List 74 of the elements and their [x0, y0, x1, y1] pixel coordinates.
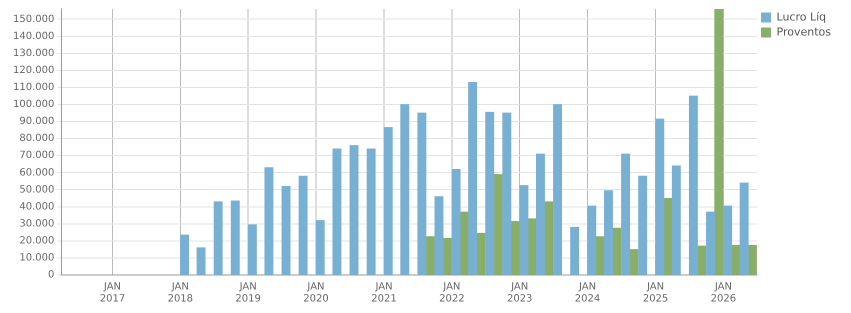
bar	[688, 96, 698, 275]
bar	[282, 186, 290, 275]
bar	[316, 220, 325, 275]
bar	[664, 198, 673, 275]
bar	[468, 82, 478, 275]
y-tick-label: 150.000	[12, 14, 54, 25]
bar	[476, 232, 486, 275]
bar	[723, 206, 732, 275]
bar	[180, 234, 189, 275]
y-tick-label: 30.000	[19, 218, 54, 230]
x-tick-label: JAN 2025	[642, 282, 668, 305]
x-tick-label: JAN 2018	[168, 282, 194, 305]
bar	[570, 226, 580, 275]
x-tick-label: JAN 2017	[100, 282, 126, 305]
bar	[366, 148, 376, 275]
bar	[672, 166, 681, 275]
bar	[544, 201, 554, 275]
bar	[485, 112, 494, 275]
bar	[494, 174, 502, 275]
bar	[400, 104, 410, 275]
y-tick-label: 80.000	[19, 133, 54, 144]
bar	[553, 104, 562, 275]
bar	[714, 9, 724, 275]
bar	[332, 148, 342, 275]
x-tick-label: JAN 2019	[235, 282, 261, 305]
y-tick-label: 90.000	[19, 116, 54, 128]
bar	[587, 206, 596, 275]
legend-label: Lucro Líq	[776, 10, 826, 24]
bar	[706, 212, 715, 275]
bar	[452, 168, 461, 275]
bar	[502, 112, 512, 275]
bar	[248, 224, 257, 275]
x-tick-label: JAN 2021	[371, 282, 397, 305]
y-tick-label: 140.000	[12, 30, 54, 42]
bar	[655, 118, 664, 275]
y-tick-label: 50.000	[19, 184, 54, 196]
bar	[629, 249, 638, 275]
x-tick-label: JAN 2024	[574, 282, 600, 305]
y-tick-label: 70.000	[19, 150, 54, 162]
y-tick-label: 120.000	[12, 64, 54, 76]
bar	[426, 236, 435, 275]
bar	[417, 112, 426, 275]
y-tick-label: 60.000	[19, 167, 54, 178]
bar	[264, 167, 274, 275]
bar	[697, 246, 706, 275]
legend-label: Proventos	[776, 25, 832, 38]
bar	[196, 247, 206, 275]
y-tick-label: 110.000	[12, 82, 54, 94]
x-tick-label: JAN 2023	[506, 282, 532, 305]
bar	[536, 154, 545, 275]
bar	[740, 182, 749, 275]
y-tick-label: 10.000	[19, 252, 54, 264]
bar	[214, 201, 223, 275]
bar	[350, 145, 358, 275]
bar	[519, 185, 528, 275]
bar	[621, 154, 630, 275]
bar	[638, 176, 648, 275]
y-tick-label: 100.000	[12, 99, 54, 110]
bar	[442, 238, 452, 275]
bar	[230, 200, 240, 275]
bar	[434, 196, 444, 275]
x-tick-label: JAN 2026	[710, 282, 736, 305]
bar	[384, 127, 393, 275]
bar	[510, 220, 520, 275]
y-tick-label: 130.000	[12, 48, 54, 59]
bar	[748, 244, 757, 275]
bar	[298, 176, 308, 275]
y-tick-label: 20.000	[19, 235, 54, 246]
bar	[596, 236, 604, 275]
x-tick-label: JAN 2022	[439, 282, 465, 305]
y-tick-label: 0	[48, 270, 54, 281]
bar	[604, 190, 613, 275]
x-tick-label: JAN 2020	[303, 282, 329, 305]
y-tick-label: 40.000	[19, 201, 54, 212]
